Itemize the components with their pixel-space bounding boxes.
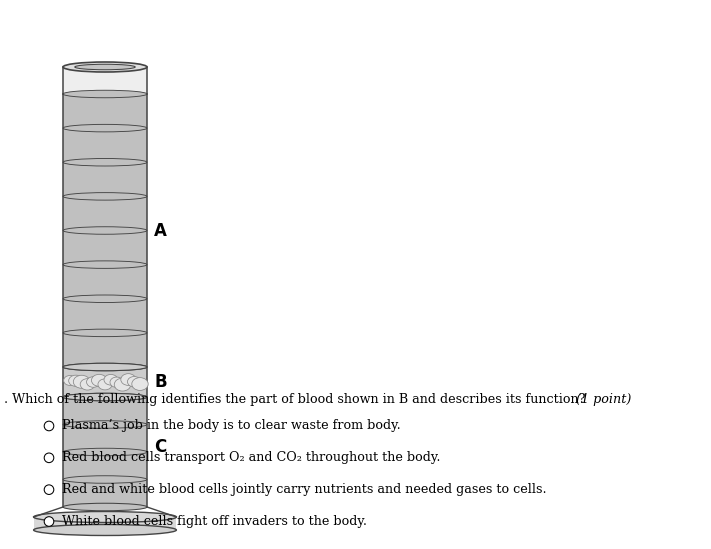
Ellipse shape xyxy=(63,393,147,401)
Circle shape xyxy=(44,421,54,431)
Text: Red and white blood cells jointly carry nutrients and needed gases to cells.: Red and white blood cells jointly carry … xyxy=(62,483,547,496)
Polygon shape xyxy=(63,128,147,163)
Ellipse shape xyxy=(121,374,136,385)
Ellipse shape xyxy=(73,376,90,388)
Polygon shape xyxy=(63,265,147,299)
Ellipse shape xyxy=(63,329,147,337)
Ellipse shape xyxy=(63,476,147,483)
Ellipse shape xyxy=(63,125,147,132)
Polygon shape xyxy=(63,397,147,424)
Polygon shape xyxy=(63,197,147,231)
Circle shape xyxy=(44,453,54,463)
Polygon shape xyxy=(63,479,147,507)
Ellipse shape xyxy=(63,363,147,371)
Polygon shape xyxy=(63,94,147,128)
Text: Red blood cells transport O₂ and CO₂ throughout the body.: Red blood cells transport O₂ and CO₂ thr… xyxy=(62,451,441,464)
Ellipse shape xyxy=(75,64,135,70)
Ellipse shape xyxy=(63,421,147,428)
Polygon shape xyxy=(33,517,176,530)
Ellipse shape xyxy=(63,193,147,200)
Polygon shape xyxy=(63,231,147,265)
Text: Plasma’s job in the body is to clear waste from body.: Plasma’s job in the body is to clear was… xyxy=(62,419,401,433)
Ellipse shape xyxy=(63,159,147,166)
Ellipse shape xyxy=(63,90,147,98)
Ellipse shape xyxy=(33,512,176,523)
Ellipse shape xyxy=(63,503,147,511)
Polygon shape xyxy=(63,67,147,94)
Ellipse shape xyxy=(63,261,147,268)
Polygon shape xyxy=(63,163,147,197)
Ellipse shape xyxy=(63,62,147,72)
Polygon shape xyxy=(63,452,147,479)
Ellipse shape xyxy=(92,374,107,386)
Ellipse shape xyxy=(63,363,147,371)
Ellipse shape xyxy=(114,378,131,391)
Ellipse shape xyxy=(63,295,147,302)
Circle shape xyxy=(44,517,54,526)
Ellipse shape xyxy=(110,377,123,388)
Ellipse shape xyxy=(127,377,141,387)
Ellipse shape xyxy=(63,448,147,456)
Polygon shape xyxy=(63,424,147,452)
Circle shape xyxy=(44,485,54,495)
Ellipse shape xyxy=(63,227,147,234)
Ellipse shape xyxy=(33,524,176,535)
Ellipse shape xyxy=(132,378,148,390)
Ellipse shape xyxy=(87,377,100,387)
Ellipse shape xyxy=(98,379,112,390)
Text: C: C xyxy=(154,438,166,456)
Text: A: A xyxy=(154,221,167,239)
Ellipse shape xyxy=(63,393,147,401)
Polygon shape xyxy=(63,333,147,367)
Polygon shape xyxy=(63,299,147,333)
Ellipse shape xyxy=(63,376,76,385)
Polygon shape xyxy=(63,367,147,397)
Text: B: B xyxy=(154,373,166,391)
Text: . Which of the following identifies the part of blood shown in B and describes i: . Which of the following identifies the … xyxy=(4,393,585,406)
Ellipse shape xyxy=(80,379,95,390)
Text: (1 point): (1 point) xyxy=(572,393,631,406)
Ellipse shape xyxy=(104,374,117,385)
Text: White blood cells fight off invaders to the body.: White blood cells fight off invaders to … xyxy=(62,515,367,528)
Ellipse shape xyxy=(69,375,83,386)
